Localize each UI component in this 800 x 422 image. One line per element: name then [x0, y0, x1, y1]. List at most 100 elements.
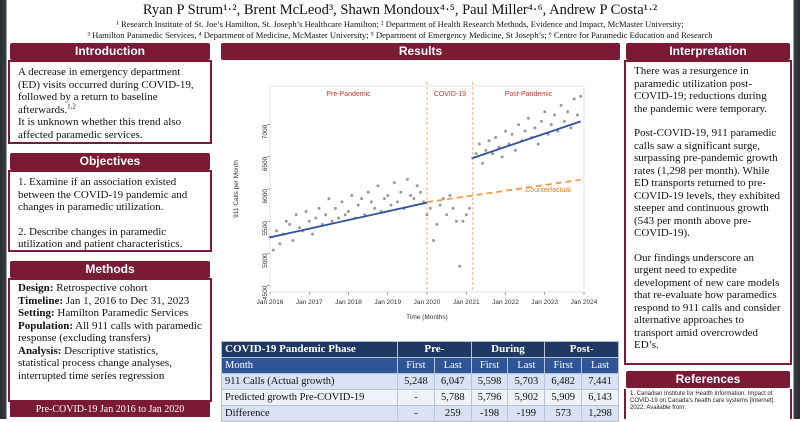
table-header-cell: Last [433, 357, 472, 374]
table-header-row-2: Month First Last First Last First Last [220, 357, 619, 374]
table-header-cell: Last [581, 357, 619, 374]
table-cell: 259 [433, 405, 472, 422]
table-header-cell: During [470, 341, 546, 358]
y-tick-label: 6000 [262, 189, 269, 204]
data-point [317, 206, 321, 210]
author-list: Ryan P Strum¹·², Brent McLeod³, Shawn Mo… [142, 2, 658, 18]
table-cell: Predicted growth Pre-COVID-19 [220, 389, 399, 406]
objectives-header: Objectives [10, 153, 210, 170]
data-point [369, 200, 373, 204]
table-cell: 5,788 [433, 389, 472, 406]
data-point [337, 216, 341, 220]
data-point [445, 213, 449, 217]
data-point [487, 139, 491, 143]
table-header-cell: First [470, 357, 509, 374]
table-cell: 5,703 [507, 373, 546, 390]
table-header-row-1: COVID-19 Pandemic Phase Pre- During Post… [220, 341, 619, 358]
table-cell: 5,902 [507, 389, 546, 406]
data-point [579, 94, 583, 98]
table-cell: 5,796 [470, 389, 509, 406]
x-tick-label: Jan 2018 [335, 299, 362, 306]
data-point [481, 161, 485, 165]
introduction-box: A decrease in emergency department (ED) … [8, 60, 212, 144]
table-cell: -199 [507, 405, 546, 422]
introduction-header: Introduction [10, 43, 210, 60]
data-point [386, 193, 390, 197]
data-point [451, 206, 455, 210]
data-point [575, 113, 579, 117]
interpretation-header: Interpretation [626, 43, 790, 60]
methods-box: Design: Retrospective cohort Timeline: J… [8, 278, 212, 402]
table-cell: Difference [220, 405, 399, 422]
data-point [304, 210, 308, 214]
data-point [288, 222, 292, 226]
data-point [409, 193, 413, 197]
y-tick-label: 5500 [262, 221, 269, 236]
data-point [572, 97, 576, 101]
data-point [324, 213, 328, 217]
table-cell: 573 [544, 405, 583, 422]
data-point [468, 206, 472, 210]
data-point [464, 213, 468, 217]
x-tick-label: Jan 2020 [414, 299, 441, 306]
introduction-refs: 1,2 [67, 101, 76, 110]
phase-label: Pre-Pandemic [326, 91, 371, 98]
data-point [566, 110, 570, 114]
x-tick-label: Jan 2022 [492, 299, 519, 306]
data-point [458, 264, 462, 268]
data-point [333, 206, 337, 210]
table-header-cell: Post- [544, 341, 619, 358]
data-point [523, 129, 527, 133]
pre-covid-phase-bar: Pre-COVID-19 Jan 2016 to Jan 2020 [10, 402, 210, 417]
data-point [500, 155, 504, 159]
data-point [435, 222, 439, 226]
table-cell: 5,248 [397, 373, 435, 390]
data-point [340, 200, 344, 204]
methods-population: Population: All 911 calls with paramedic… [18, 319, 202, 345]
table-header-cell: Last [507, 357, 546, 374]
data-point [536, 142, 540, 146]
data-point [569, 126, 573, 130]
data-point [314, 216, 318, 220]
table-row: Difference - 259 -198 -199 573 1,298 [220, 405, 619, 422]
x-tick-label: Jan 2019 [374, 299, 401, 306]
data-point [399, 190, 403, 194]
interpretation-box: There was a resurgence in paramedic util… [624, 60, 792, 365]
data-point [549, 123, 553, 127]
data-point [543, 110, 547, 114]
data-point [412, 197, 416, 201]
data-point [327, 197, 331, 201]
introduction-text-2: It is unknown whether this trend also af… [18, 116, 182, 141]
table-cell: 5,909 [544, 389, 583, 406]
x-tick-label: Jan 2023 [531, 299, 558, 306]
table-row: 911 Calls (Actual growth) 5,248 6,047 5,… [220, 373, 619, 390]
data-point [373, 206, 377, 210]
y-axis-label: 911 Calls per Month [233, 160, 240, 218]
affiliations: ¹ Research Institute of St. Joe’s Hamilt… [0, 19, 800, 41]
y-tick-label: 5000 [262, 253, 269, 268]
data-point [278, 242, 282, 246]
pre-pandemic-trend-line [269, 201, 428, 239]
table-cell: - [397, 389, 435, 406]
data-point [291, 239, 295, 242]
x-tick-label: Jan 2017 [296, 299, 323, 306]
calls-time-series-chart: 4500 5000 5500 6000 6500 7000 Jan 2016 Jan 2017… [233, 82, 598, 321]
table-header-cell: Pre- [397, 341, 472, 358]
data-point [490, 152, 494, 156]
interpretation-text-3: Our findings underscore an urgent need t… [634, 251, 781, 352]
methods-setting: Setting: Hamilton Paramedic Services [18, 307, 189, 319]
data-point [533, 126, 537, 130]
references-box: 1. Canadian Institute for Health Informa… [624, 389, 792, 419]
reference-item-1: 1. Canadian Institute for Health Informa… [630, 391, 775, 411]
table-cell: - [397, 405, 435, 422]
table-header-cell: First [397, 357, 435, 374]
x-tick-label: Jan 2024 [571, 299, 598, 306]
data-point [360, 197, 364, 201]
phase-label: Post-Pandemic [505, 91, 553, 98]
post-pandemic-trend-line [472, 120, 582, 159]
table-cell: 911 Calls (Actual growth) [220, 373, 399, 390]
methods-header: Methods [10, 261, 210, 278]
data-point [356, 203, 360, 207]
results-table: COVID-19 Pandemic Phase Pre- During Post… [220, 341, 619, 422]
data-point [271, 248, 275, 252]
